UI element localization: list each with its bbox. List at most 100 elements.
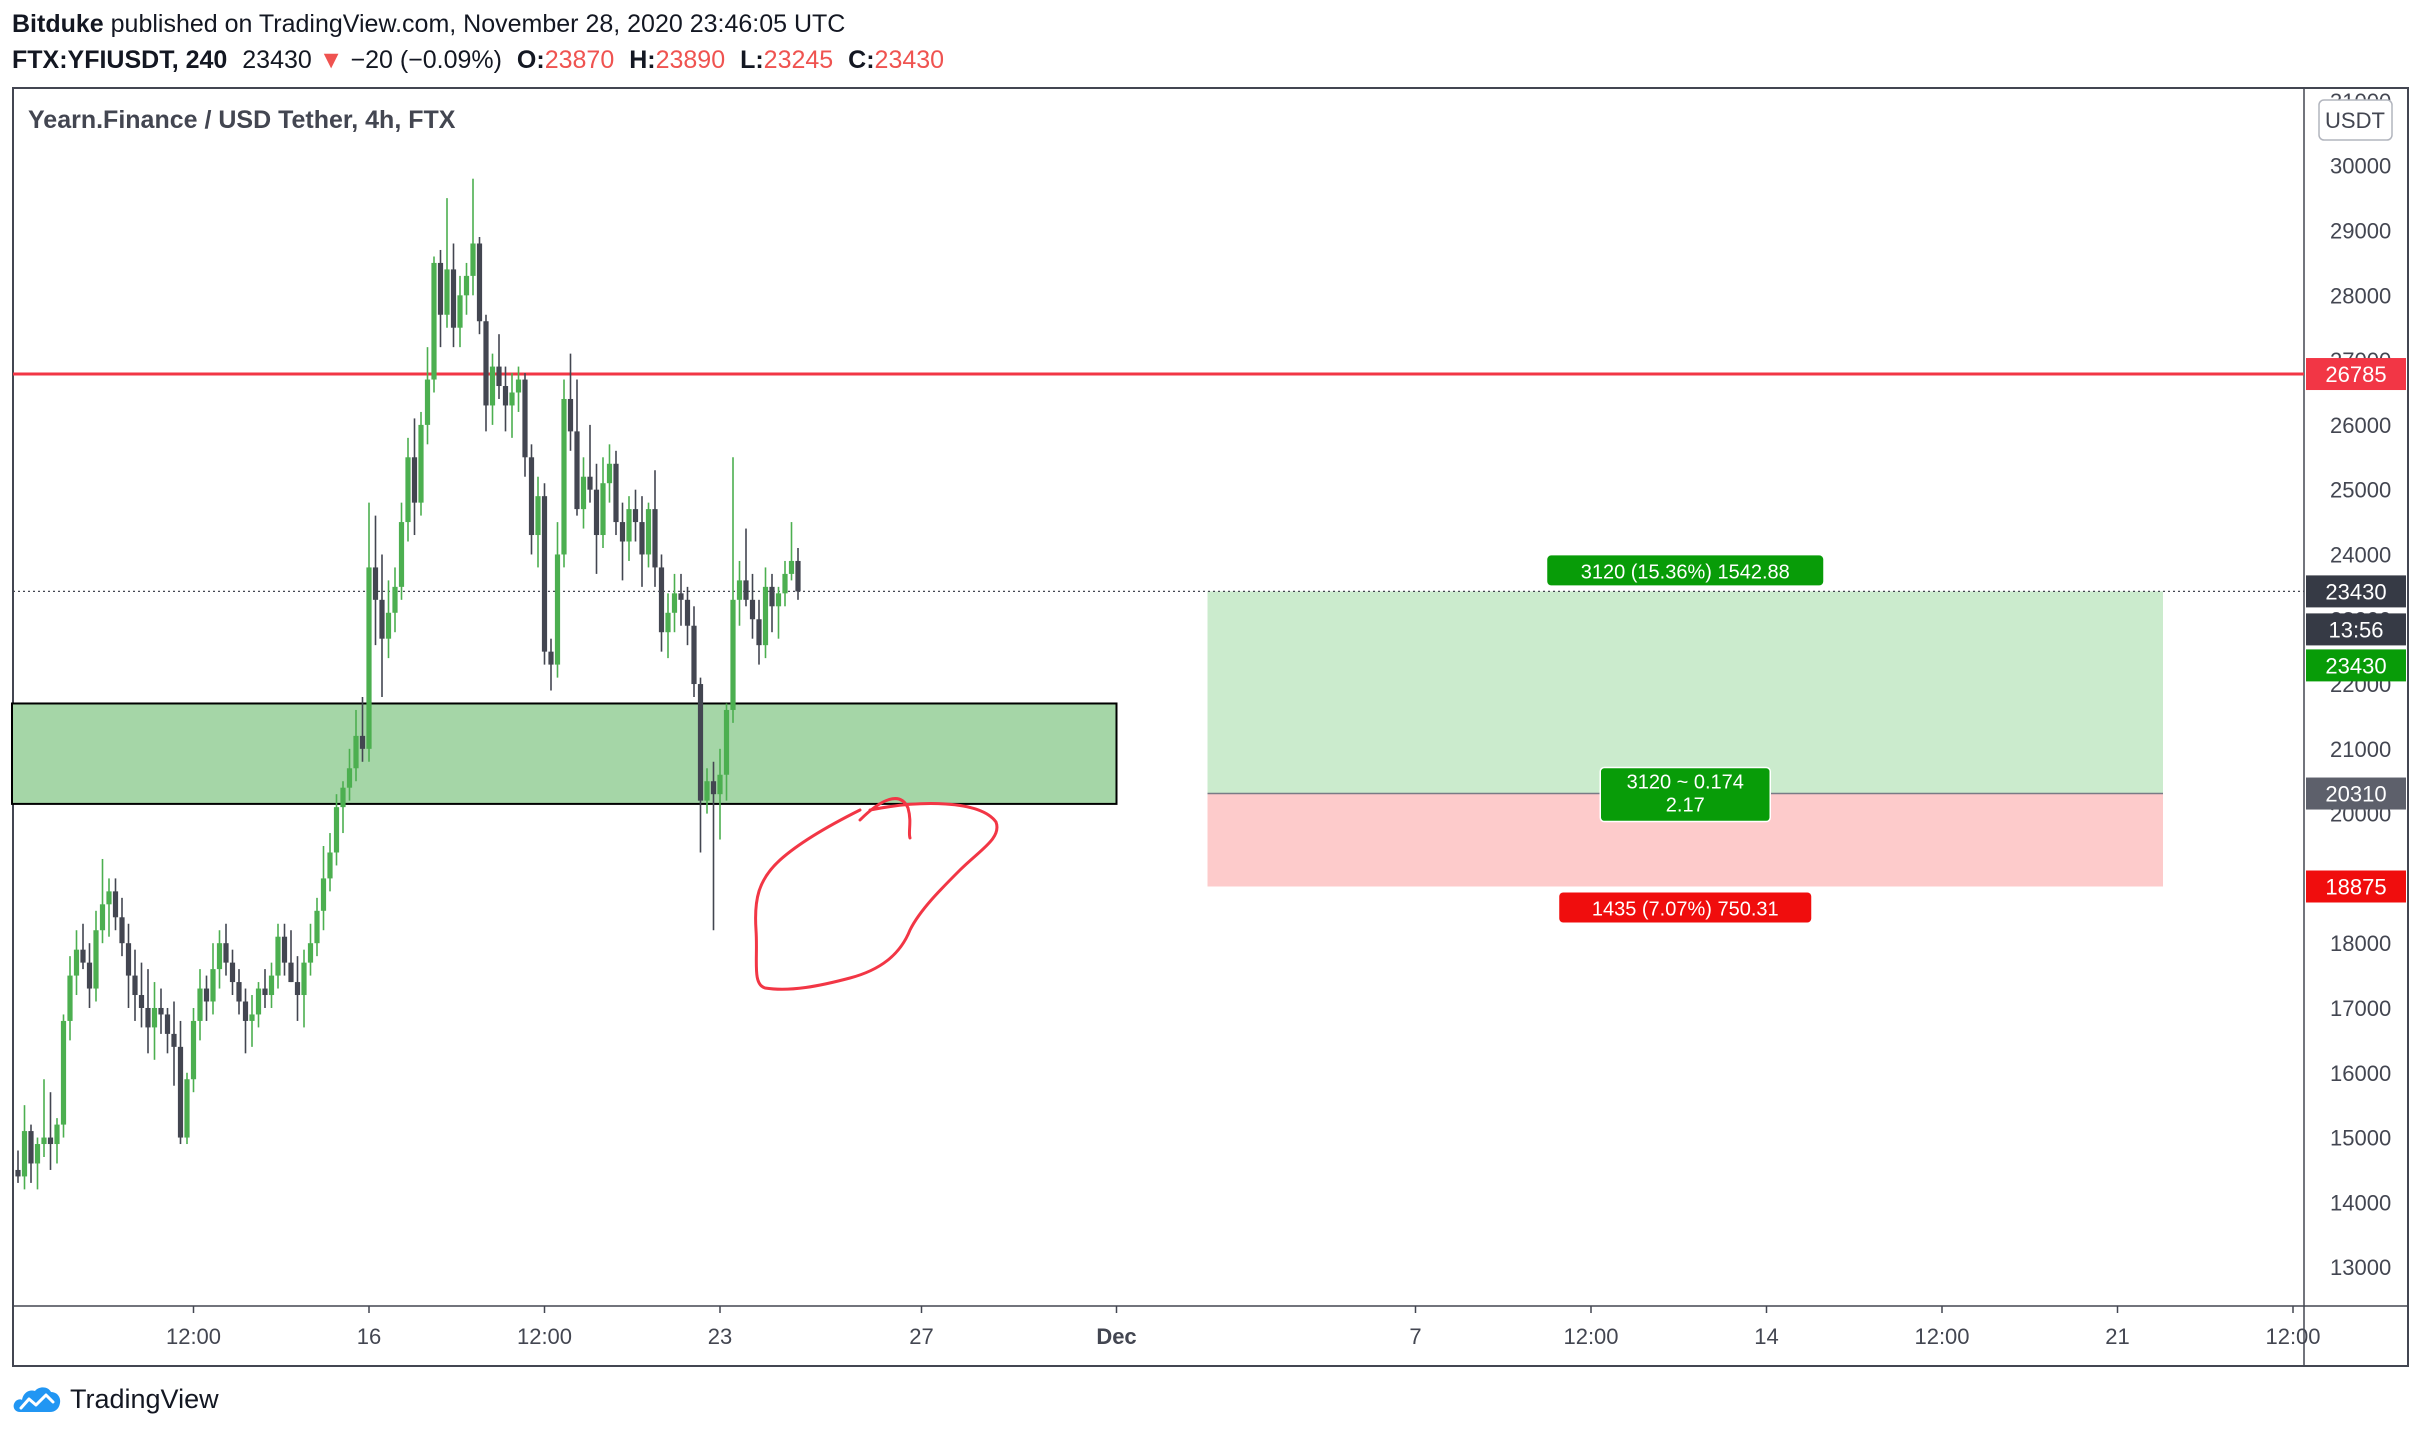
candle-body: [138, 995, 145, 1008]
candle-body: [210, 969, 216, 1002]
price-tick-label: 18000: [2330, 931, 2391, 956]
candle-bearish: [158, 988, 164, 1034]
candle-bearish: [769, 573, 775, 633]
candle-bullish: [333, 794, 340, 866]
candle-body: [489, 366, 496, 406]
entry-price-badge-box: [2306, 777, 2406, 810]
time-tick-label: Dec: [1096, 1324, 1136, 1349]
candle-body: [626, 509, 632, 542]
candle-bullish: [307, 923, 314, 976]
candle-body: [691, 625, 697, 685]
candle-bullish: [645, 502, 652, 568]
candle-bullish: [580, 457, 587, 529]
candle-bullish: [197, 969, 203, 1041]
low-label: L:: [740, 46, 764, 74]
candle-body: [600, 483, 606, 536]
tradingview-logo[interactable]: TradingView: [12, 1382, 219, 1416]
candle-body: [665, 612, 671, 633]
candle-body: [561, 398, 567, 555]
candle-bullish: [67, 956, 73, 1041]
candle-body: [457, 295, 463, 328]
candle-body: [762, 586, 769, 646]
candle-body: [249, 1014, 255, 1021]
candle-bearish: [678, 573, 684, 626]
time-tick-label: 12:00: [166, 1324, 221, 1349]
price-change: −20 (−0.09%): [350, 46, 502, 74]
candle-body: [151, 1007, 158, 1028]
candle-body: [171, 1033, 177, 1047]
price-tick-label: 24000: [2330, 542, 2391, 567]
author-name[interactable]: Bitduke: [12, 10, 104, 38]
currency-button[interactable]: [2318, 99, 2393, 141]
stop-price-badge-box: [2306, 870, 2406, 903]
candle-body: [216, 943, 223, 970]
candle-bullish: [671, 573, 678, 633]
candle-bearish: [710, 761, 717, 931]
hand-drawn-circle-annotation[interactable]: [754, 797, 999, 991]
candle-bearish: [483, 314, 489, 432]
candle-bearish: [684, 586, 691, 646]
open-value: 23870: [544, 46, 615, 74]
candle-body: [132, 975, 138, 996]
candle-bullish: [626, 496, 632, 561]
candle-bullish: [424, 347, 431, 445]
candle-bullish: [54, 1118, 60, 1164]
candle-body: [723, 709, 730, 775]
candle-bearish: [80, 923, 86, 970]
candle-bearish: [379, 554, 385, 697]
candle-body: [749, 599, 756, 620]
candle-bearish: [372, 515, 379, 646]
candle-body: [743, 580, 749, 600]
chart-title: Yearn.Finance / USD Tether, 4h, FTX: [28, 106, 456, 134]
candle-bullish: [665, 593, 671, 659]
candle-body: [405, 457, 411, 523]
candle-bearish: [229, 949, 236, 996]
candle-bearish: [619, 502, 626, 581]
high-value: 23890: [655, 46, 726, 74]
candle-body: [184, 1079, 190, 1138]
candle-body: [528, 457, 535, 536]
candle-body: [125, 943, 132, 976]
candle-bearish: [294, 956, 301, 1021]
candle-body: [15, 1169, 21, 1177]
time-tick-label: 12:00: [517, 1324, 572, 1349]
time-tick-label: 12:00: [1914, 1324, 1969, 1349]
price-tick-label: 16000: [2330, 1061, 2391, 1086]
price-tick-label: 29000: [2330, 219, 2391, 244]
candle-body: [574, 431, 580, 510]
stop-label-box: [1559, 892, 1812, 923]
candle-bearish: [411, 418, 418, 536]
profit-zone: [1207, 591, 2163, 794]
candle-body: [268, 975, 275, 996]
candle-bullish: [275, 923, 281, 989]
candle-body: [197, 988, 203, 1021]
publish-line: Bitduke published on TradingView.com, No…: [12, 6, 2412, 42]
candle-body: [795, 560, 801, 592]
countdown-badge-box: [2306, 613, 2406, 646]
candle-body: [294, 982, 301, 996]
candle-body: [678, 593, 684, 600]
candle-body: [54, 1124, 60, 1145]
candle-body: [346, 768, 353, 788]
time-tick-label: 23: [708, 1324, 732, 1349]
take-profit-badge-box: [2306, 649, 2406, 682]
close-label: C:: [848, 46, 875, 74]
candle-bearish: [587, 424, 593, 503]
published-text: published on TradingView.com, November 2…: [110, 10, 846, 38]
candle-bullish: [600, 457, 606, 548]
candle-body: [119, 917, 125, 944]
candle-bearish: [437, 249, 444, 348]
resistance-price-badge: 26785: [2325, 362, 2386, 387]
candle-bullish: [457, 275, 463, 348]
candle-bullish: [782, 560, 788, 607]
candle-bullish: [730, 457, 736, 723]
candle-bearish: [795, 547, 801, 600]
candle-body: [41, 1137, 47, 1145]
candle-body: [444, 269, 450, 315]
candle-body: [684, 599, 691, 626]
candle-bullish: [398, 502, 405, 600]
candle-body: [424, 379, 431, 425]
candle-body: [567, 398, 574, 432]
